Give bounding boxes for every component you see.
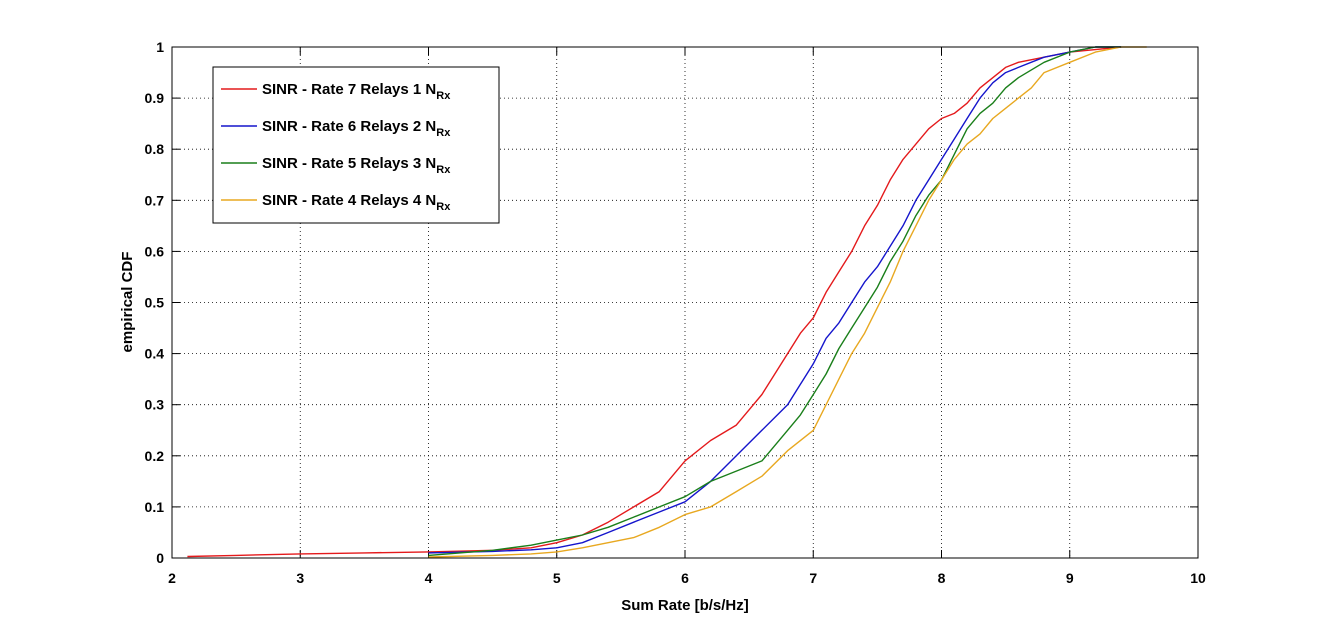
x-tick-label: 3: [296, 570, 304, 586]
legend-label-subscript: Rx: [436, 90, 451, 102]
y-tick-label: 0.7: [145, 192, 165, 208]
legend-label-subscript: Rx: [436, 127, 451, 139]
legend-label-3: SINR - Rate 5 Relays 3 NRx: [262, 155, 451, 176]
y-tick-label: 0.6: [145, 243, 165, 259]
y-tick-label: 0.1: [145, 499, 165, 515]
y-tick-label: 0.9: [145, 90, 165, 106]
series-lines: [187, 46, 1147, 558]
x-tick-label: 5: [553, 570, 561, 586]
x-tick-label: 10: [1190, 570, 1206, 586]
series-line-3: [428, 46, 1122, 557]
y-tick-label: 0.4: [145, 346, 165, 362]
x-tick-label: 7: [809, 570, 817, 586]
series-line-4: [428, 46, 1147, 558]
x-axis-label: Sum Rate [b/s/Hz]: [621, 597, 749, 614]
x-tick-label: 8: [938, 570, 946, 586]
y-tick-labels: 0 0.1 0.2 0.3 0.4 0.5 0.6 0.7 0.8 0.9 1: [145, 39, 165, 566]
legend-box: [212, 66, 500, 224]
x-tick-labels: 2 3 4 5 6 7 8 9 10: [168, 570, 1206, 586]
x-tick-label: 4: [425, 570, 433, 586]
y-tick-label: 1: [156, 39, 164, 55]
y-tick-label: 0.8: [145, 141, 165, 157]
series-line-1: [187, 46, 1122, 558]
series-line-2: [428, 46, 1122, 554]
legend-label-subscript: Rx: [436, 164, 451, 176]
legend-label-2: SINR - Rate 6 Relays 2 NRx: [262, 118, 451, 139]
plot-frame: [171, 46, 1199, 559]
y-tick-label: 0.2: [145, 448, 165, 464]
x-tick-label: 2: [168, 570, 176, 586]
legend: SINR - Rate 7 Relays 1 NRx SINR - Rate 6 …: [212, 66, 500, 224]
legend-label-1: SINR - Rate 7 Relays 1 NRx: [262, 81, 451, 102]
legend-label-subscript: Rx: [436, 201, 451, 213]
y-tick-label: 0.5: [145, 295, 165, 311]
y-tick-label: 0.3: [145, 397, 165, 413]
x-tick-label: 9: [1066, 570, 1074, 586]
x-tick-label: 6: [681, 570, 689, 586]
y-axis-label: empirical CDF: [119, 252, 136, 353]
grid-lines: [172, 47, 1198, 558]
y-tick-label: 0: [156, 550, 164, 566]
legend-label-4: SINR - Rate 4 Relays 4 NRx: [262, 192, 451, 213]
